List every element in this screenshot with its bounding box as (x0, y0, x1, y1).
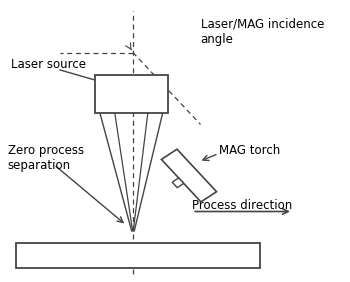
Text: Laser/MAG incidence
angle: Laser/MAG incidence angle (201, 18, 324, 46)
Text: Process direction: Process direction (192, 199, 293, 212)
Polygon shape (161, 149, 217, 202)
Bar (95, 75, 168, 113)
Text: MAG torch: MAG torch (219, 144, 280, 157)
Text: Zero process
separation: Zero process separation (8, 144, 84, 171)
Bar (16, 243, 260, 268)
Text: Laser source: Laser source (11, 58, 86, 71)
Polygon shape (172, 178, 184, 188)
